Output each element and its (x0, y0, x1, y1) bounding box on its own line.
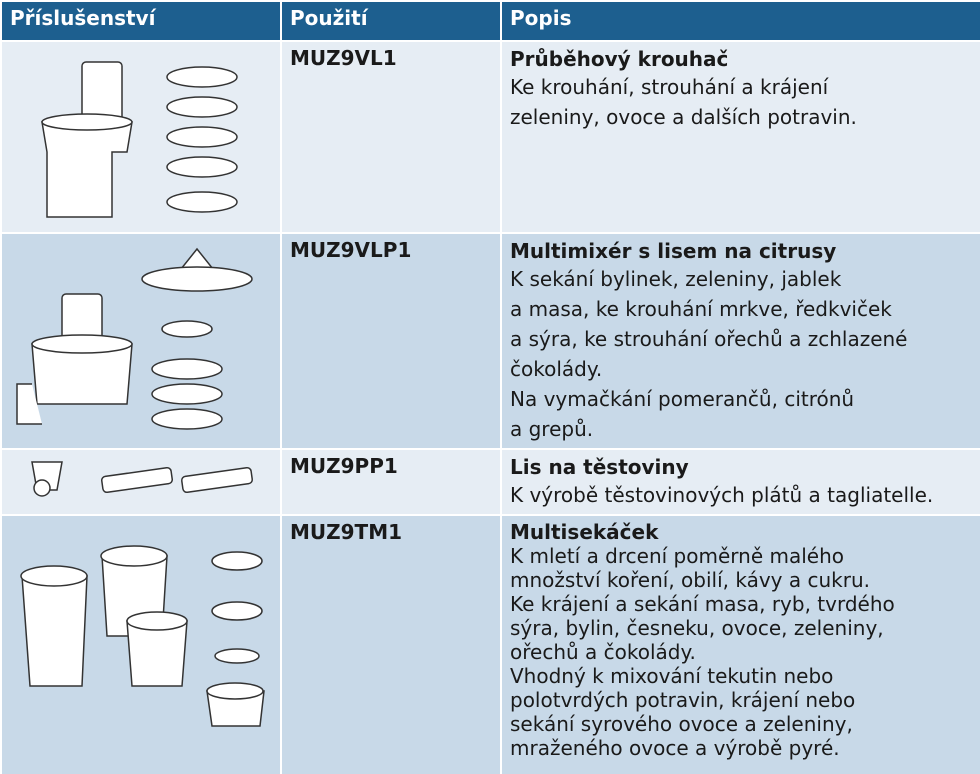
row: MUZ9TM1 Multisekáček K mletí a drcení pom… (0, 514, 980, 774)
desc-line: množství koření, obilí, kávy a cukru. (510, 568, 870, 592)
image-cell (0, 448, 282, 516)
illustration (16, 247, 253, 430)
desc-line: sýra, bylin, česneku, ovoce, zeleniny, (510, 616, 884, 640)
desc-line: mraženého ovoce a výrobě pyré. (510, 736, 840, 760)
image-cell (0, 232, 282, 450)
illustration (31, 461, 254, 497)
desc-cell: Multisekáček K mletí a drcení poměrně mal… (500, 514, 980, 774)
desc-title: Průběhový krouhač (510, 47, 729, 71)
desc-line: Vhodný k mixování tekutin nebo (510, 664, 834, 688)
desc-line: Ke krájení a sekání masa, ryb, tvrdého (510, 592, 895, 616)
desc-line: a masa, ke krouhání mrkve, ředkviček (510, 297, 892, 321)
code-cell: MUZ9PP1 (280, 448, 502, 516)
desc-line: a grepů. (510, 417, 594, 441)
desc-line: ořechů a čokolády. (510, 640, 696, 664)
image-cell (0, 514, 282, 774)
desc-line: sekání syrového ovoce a zeleniny, (510, 712, 853, 736)
desc-line: K výrobě těstovinových plátů a tagliatel… (510, 483, 934, 507)
desc-line: K mletí a drcení poměrně malého (510, 544, 844, 568)
row: MUZ9VL1 Průběhový krouhač Ke krouhání, st… (0, 40, 980, 234)
header-cell: Popis (500, 0, 980, 42)
code-cell: MUZ9VLP1 (280, 232, 502, 450)
desc-title: Multimixér s lisem na citrusy (510, 239, 837, 263)
desc-cell: Lis na těstoviny K výrobě těstovinových p… (500, 448, 980, 516)
header-row: Příslušenství Použití Popis (0, 0, 980, 42)
desc-line: K sekání bylinek, zeleniny, jablek (510, 267, 842, 291)
desc-cell: Průběhový krouhač Ke krouhání, strouhání … (500, 40, 980, 234)
desc-line: zeleniny, ovoce a dalších potravin. (510, 105, 857, 129)
desc-title: Lis na těstoviny (510, 455, 689, 479)
desc-line: Ke krouhání, strouhání a krájení (510, 75, 829, 99)
desc-line: čokolády. (510, 357, 603, 381)
header-cell: Příslušenství (0, 0, 282, 42)
desc-cell: Multimixér s lisem na citrusy K sekání by… (500, 232, 980, 450)
desc-line: a sýra, ke strouhání ořechů a zchlazené (510, 327, 908, 351)
desc-line: polotvrdých potravin, krájení nebo (510, 688, 856, 712)
row: MUZ9PP1 Lis na těstoviny K výrobě těstovi… (0, 448, 980, 516)
image-cell (0, 40, 282, 234)
illustration (20, 545, 265, 727)
row: MUZ9VLP1 Multimixér s lisem na citrusy K … (0, 232, 980, 450)
desc-line: Na vymačkání pomerančů, citrónů (510, 387, 855, 411)
illustration (41, 61, 238, 218)
code-cell: MUZ9VL1 (280, 40, 502, 234)
header-cell: Použití (280, 0, 502, 42)
desc-title: Multisekáček (510, 520, 659, 544)
code-cell: MUZ9TM1 (280, 514, 502, 774)
